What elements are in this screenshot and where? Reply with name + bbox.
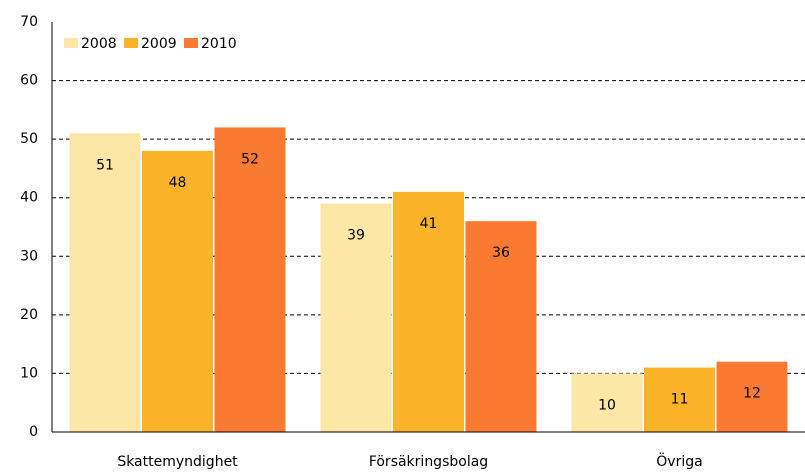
bar [644,367,715,432]
y-tick-label: 0 [29,424,38,440]
y-tick-label: 10 [20,365,38,381]
data-label: 10 [598,397,616,413]
data-label: 41 [420,216,438,232]
legend-label: 2010 [201,36,237,52]
bar [214,127,286,432]
legend-swatch [64,38,78,48]
legend-swatch [184,38,198,48]
y-tick-label: 70 [20,14,38,30]
bar [142,150,213,432]
y-tick-label: 40 [20,190,38,206]
y-tick-label: 50 [20,131,38,147]
legend-label: 2009 [141,36,177,52]
bar [320,203,392,432]
legend-label: 2008 [81,36,117,52]
bar [393,191,464,432]
bar [716,361,788,432]
x-tick-label: Skattemyndighet [117,454,238,470]
y-tick-label: 30 [20,248,38,264]
legend-swatch [124,38,138,48]
data-label: 36 [492,245,510,261]
data-label: 11 [671,392,689,408]
bar [69,133,141,433]
x-tick-label: Försäkringsbolag [369,454,488,470]
data-label: 48 [169,175,187,191]
bar [571,373,643,432]
data-label: 39 [347,228,365,244]
x-tick-label: Övriga [656,452,702,470]
y-tick-label: 60 [20,73,38,89]
bar [465,221,537,432]
y-tick-label: 20 [20,307,38,323]
data-label: 52 [241,151,259,167]
data-label: 12 [743,386,761,402]
data-label: 51 [96,157,114,173]
